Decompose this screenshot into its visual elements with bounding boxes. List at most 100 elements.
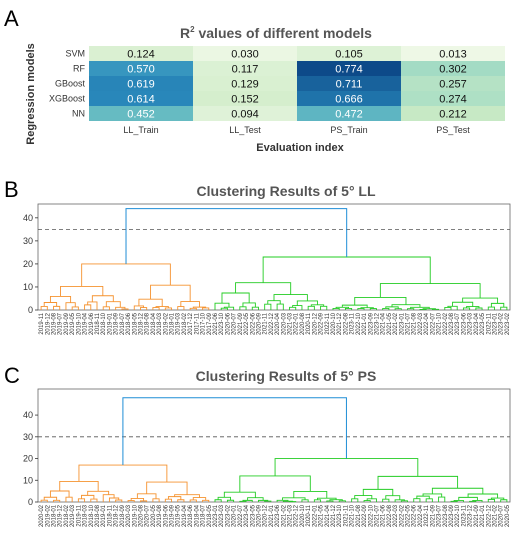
leaf-label: 2020-08: [300, 312, 306, 335]
dendrogram-link: [40, 306, 48, 310]
leaf-label: 2023-06: [275, 504, 281, 527]
panel-letter-a: A: [4, 6, 19, 31]
leaf-label: 2021-05: [319, 504, 325, 527]
heatmap-cell: [401, 106, 505, 121]
dendrogram-link: [487, 498, 495, 502]
heatmap-ylabel: Regression models: [25, 43, 37, 144]
heatmap-cell-label: 0.614: [127, 94, 155, 106]
leaf-label: 2020-06: [225, 312, 231, 335]
heatmap-cell-label: 0.152: [231, 94, 259, 106]
heatmap-cell: [89, 91, 193, 106]
leaf-label: 2022-09: [319, 312, 325, 335]
leaf-label: 2022-04: [418, 504, 424, 527]
leaf-label: 2018-04: [151, 312, 157, 335]
leaf-label: 2021-03: [288, 312, 294, 335]
leaf-label: 2023-04: [244, 504, 250, 527]
dendrogram-link: [150, 284, 191, 302]
y-tick-label: 20: [23, 454, 33, 464]
dendrogram-root-link: [125, 208, 348, 264]
leaf-label: 2018-09: [114, 312, 120, 335]
leaf-label: 2023-02: [225, 504, 231, 527]
leaf-label: 2020-05: [505, 504, 511, 527]
leaf-label: 2018-09: [120, 504, 126, 527]
heatmap-cell: [401, 46, 505, 61]
heatmap-cell-label: 0.711: [336, 79, 363, 91]
leaf-label: 2019-01: [107, 312, 113, 335]
leaf-label: 2019-06: [163, 504, 169, 527]
leaf-label: 2020-10: [331, 312, 337, 335]
dendrogram-link: [360, 307, 374, 309]
leaf-label: 2019-10: [132, 504, 138, 527]
dendrogram-link: [296, 300, 318, 306]
dendrogram-link: [425, 498, 433, 502]
heatmap-cell: [401, 76, 505, 91]
leaf-label: 2023-10: [219, 312, 225, 335]
dendrogram-link: [344, 308, 353, 310]
dendrogram-link: [138, 298, 163, 307]
leaf-label: 2018-03: [83, 504, 89, 527]
dendrogram-ps-chart: Clustering Results of 5° PS 0 10 20 30 40 202…: [23, 368, 511, 527]
dendrogram-link: [226, 499, 235, 502]
leaf-label: 2019-09: [64, 312, 70, 335]
leaf-label: 2019-04: [83, 312, 89, 335]
leaf-label: 2018-11: [107, 504, 113, 526]
leaf-label: 2018-11: [95, 312, 101, 334]
heatmap-cell: [297, 76, 401, 91]
leaf-label: 2022-04: [424, 312, 430, 335]
dendrogram-link: [202, 307, 210, 310]
dendrogram-link: [274, 458, 419, 477]
leaf-label: 2022-03: [393, 504, 399, 527]
dendrogram-link: [53, 305, 61, 310]
dendrogram-link: [49, 295, 72, 303]
leaf-label: 2022-08: [387, 504, 393, 527]
leaf-label: 2020-05: [151, 504, 157, 527]
leaf-label: 2022-01: [294, 312, 300, 335]
leaf-label: 2019-08: [157, 504, 163, 527]
y-tick-label: 10: [23, 282, 33, 292]
dendrogram-link: [65, 302, 76, 310]
heatmap-cell-label: 0.472: [335, 109, 363, 121]
dendrogram-link: [251, 306, 259, 310]
heatmap-cell: [89, 106, 193, 121]
dendrogram-link: [71, 306, 79, 310]
leaf-label: 2023-11: [461, 504, 467, 526]
heatmap-row-label: SVM: [65, 49, 85, 59]
heatmap-cell-label: 0.129: [231, 79, 259, 91]
leaf-label: 2022-06: [250, 312, 256, 335]
dendrogram-link: [53, 499, 61, 502]
leaf-label: 2020-02: [39, 504, 45, 527]
dendrogram-link: [87, 490, 110, 496]
leaf-label: 2018-06: [126, 312, 132, 335]
leaf-label: 2018-08: [145, 312, 151, 335]
leaf-label: 2022-07: [430, 312, 436, 335]
leaf-label: 2022-05: [244, 312, 250, 335]
dendrogram-link: [242, 302, 256, 308]
heatmap-cell-label: 0.094: [231, 109, 259, 121]
heatmap-chart: R2 values of different models Regression…: [25, 25, 505, 154]
panel-letter-b: B: [4, 177, 19, 202]
dendrogram-link: [214, 302, 230, 310]
heatmap-cell-label: 0.452: [127, 109, 155, 121]
dendrogram-link: [453, 499, 464, 502]
leaf-label: 2021-11: [263, 312, 269, 334]
heatmap-column-label: LL_Test: [229, 125, 261, 135]
heatmap-column-label: PS_Train: [330, 125, 367, 135]
leaf-label: 2022-11: [325, 312, 331, 334]
heatmap-cell-label: 0.212: [439, 109, 467, 121]
leaf-label: 2023-12: [374, 312, 380, 335]
leaf-label: 2020-12: [263, 504, 269, 527]
leaf-label: 2022-03: [418, 312, 424, 335]
leaf-label: 2021-01: [269, 504, 275, 527]
heatmap-cell: [297, 61, 401, 76]
leaf-label: 2023-03: [468, 312, 474, 335]
heatmap-cell: [401, 61, 505, 76]
leaf-label: 2020-10: [300, 504, 306, 527]
dendrogram-link: [78, 464, 168, 483]
leaf-label: 2023-03: [219, 504, 225, 527]
heatmap-cell-label: 0.257: [439, 79, 467, 91]
y-tick-label: 20: [23, 259, 33, 269]
dendrogram-link: [65, 496, 73, 502]
heatmap-cell-label: 0.124: [127, 49, 155, 61]
heatmap-cell: [193, 76, 297, 91]
heatmap-xlabel: Evaluation index: [256, 142, 344, 154]
